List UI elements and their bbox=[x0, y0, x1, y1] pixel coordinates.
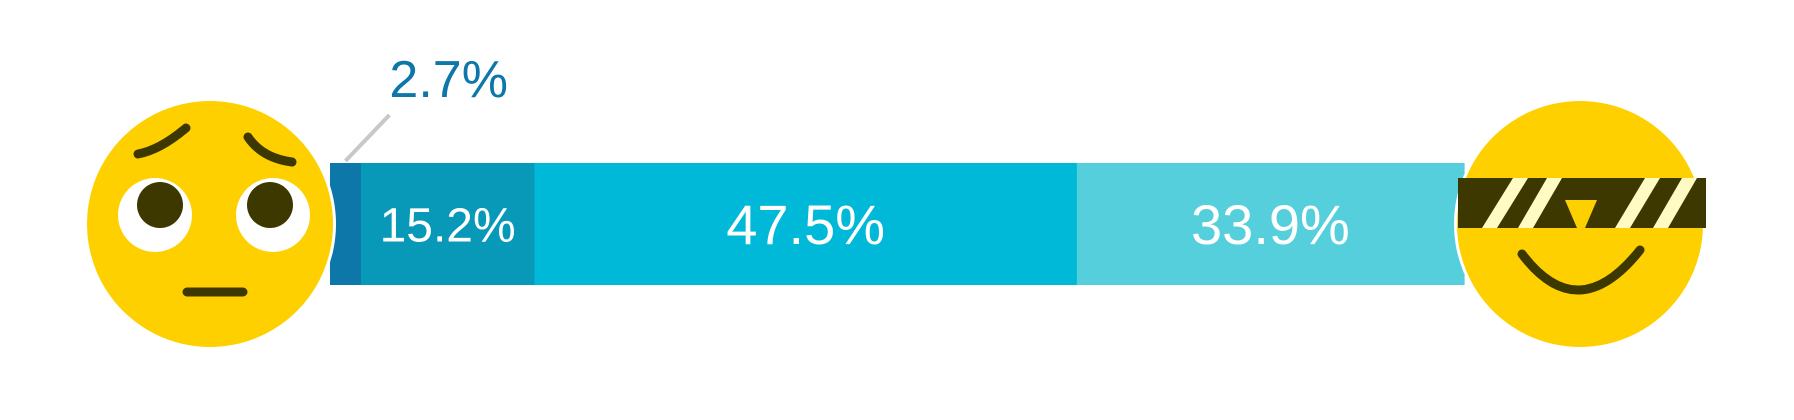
pleading-face-icon bbox=[84, 98, 336, 350]
segment-labels: 2.7% 15.2% 47.5% 33.9% bbox=[343, 51, 1350, 256]
bar-segments bbox=[330, 163, 1465, 285]
bar-segment-2 bbox=[360, 163, 536, 285]
bar-segment-3 bbox=[534, 163, 1078, 285]
leader-line bbox=[343, 113, 391, 163]
segment-label-2: 15.2% bbox=[380, 199, 516, 252]
sunglasses-face-icon bbox=[1454, 98, 1706, 350]
segment-label-3: 47.5% bbox=[726, 193, 885, 256]
segment-label-4: 33.9% bbox=[1191, 193, 1350, 256]
bar-segment-4 bbox=[1076, 163, 1465, 285]
segment-label-1: 2.7% bbox=[389, 51, 508, 109]
